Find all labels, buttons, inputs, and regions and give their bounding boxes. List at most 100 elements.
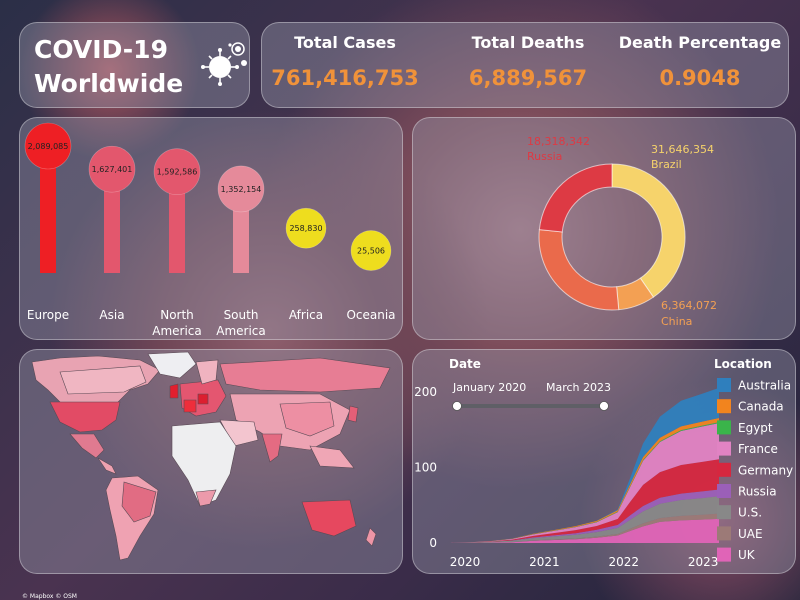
kpi-value: 6,889,567: [468, 66, 588, 90]
title-line-1: COVID-19: [34, 35, 168, 64]
slice-name-label: Russia: [527, 150, 562, 163]
slice-name-label: Brazil: [651, 158, 682, 171]
legend-item-label[interactable]: UAE: [738, 527, 763, 541]
legend-item-label[interactable]: France: [738, 442, 778, 456]
title-panel: COVID-19 Worldwide: [19, 22, 250, 108]
continent-bar-chart: 2,089,085 Europe 1,627,401 Asia 1,592,586 Nor…: [24, 122, 396, 338]
x-tick-label: 2021: [529, 555, 560, 569]
data-label: 1,592,586: [157, 168, 198, 177]
legend-item-label[interactable]: Canada: [738, 400, 784, 414]
map-region-south-africa: [195, 489, 217, 507]
area-series-canada[interactable]: [449, 418, 719, 543]
slice-value-label: 18,318,342: [527, 135, 590, 148]
category-label: Asia: [99, 308, 124, 322]
legend-swatch[interactable]: [717, 547, 731, 562]
dashboard-title: COVID-19 Worldwide: [34, 33, 183, 101]
bar-head-north-america[interactable]: [153, 148, 201, 195]
map-region-russia: [219, 357, 391, 393]
area-series-uae[interactable]: [449, 513, 719, 543]
bar-head-europe[interactable]: [24, 122, 72, 170]
kpi-label: Total Deaths: [471, 33, 585, 52]
stacked-area-panel: Date January 2020 March 2023 Location 0 1…: [412, 349, 796, 574]
map-region-scandinavia: [195, 359, 219, 385]
map-region-japan: [347, 405, 359, 423]
legend-swatch[interactable]: [717, 526, 731, 541]
legend-swatch[interactable]: [717, 420, 731, 435]
bar-stem-europe[interactable]: [40, 146, 56, 273]
map-region-germany: [197, 393, 209, 405]
legend-swatch[interactable]: [717, 484, 731, 498]
kpi-panel: Total Cases 761,416,753 Total Deaths 6,8…: [261, 22, 789, 108]
area-series-france[interactable]: [449, 423, 719, 543]
map-region-uk: [169, 383, 179, 399]
map-region-greenland: [147, 351, 197, 379]
x-tick-label: 2023: [688, 555, 719, 569]
slice-value-label: 6,364,072: [661, 299, 717, 312]
slice-name-label: China: [661, 315, 692, 328]
area-series-australia[interactable]: [449, 387, 719, 543]
map-region-southeast-asia: [309, 445, 355, 469]
category-label: Europe: [27, 308, 69, 322]
y-tick-label: 100: [414, 461, 437, 475]
title-line-2: Worldwide: [34, 69, 184, 98]
data-label: 258,830: [289, 224, 322, 233]
bar-head-oceania[interactable]: [350, 230, 392, 271]
legend-item-label[interactable]: U.S.: [738, 506, 762, 520]
date-slider-start-handle[interactable]: [452, 401, 462, 411]
legend-swatch[interactable]: [717, 505, 731, 520]
x-tick-label: 2022: [608, 555, 639, 569]
legend-title: Location: [714, 357, 772, 371]
category-label: America: [152, 324, 202, 338]
legend-item-label[interactable]: Australia: [738, 379, 791, 393]
map-region-china: [279, 401, 335, 437]
data-label: 2,089,085: [28, 142, 69, 151]
world-map-panel[interactable]: [19, 349, 403, 574]
area-series-russia[interactable]: [449, 489, 719, 543]
country-donut-chart: 31,646,354 Brazil 6,364,072 China 18,318,342…: [527, 135, 717, 328]
world-map[interactable]: [20, 350, 404, 575]
date-filter-end: March 2023: [546, 381, 611, 394]
bar-head-africa[interactable]: [285, 207, 327, 249]
date-slider-track[interactable]: [457, 404, 605, 408]
legend-swatch[interactable]: [717, 378, 731, 392]
y-tick-label: 0: [429, 536, 437, 550]
bar-head-asia[interactable]: [88, 145, 136, 193]
map-region-brazil: [121, 481, 157, 523]
area-series-germany[interactable]: [449, 459, 719, 543]
map-region-new-zealand: [365, 527, 377, 547]
map-region-australia: [301, 499, 357, 537]
data-label: 1,352,154: [221, 185, 262, 194]
y-tick-label: 200: [414, 385, 437, 399]
legend-item-label[interactable]: UK: [738, 548, 756, 562]
donut-slice-russia[interactable]: [538, 163, 613, 233]
bar-stem-north-america[interactable]: [169, 171, 185, 273]
date-slider-end-handle[interactable]: [599, 401, 609, 411]
legend-swatch[interactable]: [717, 441, 731, 456]
date-filter-start: January 2020: [452, 381, 526, 394]
legend-item-label[interactable]: Russia: [738, 485, 777, 499]
map-region-canada: [59, 365, 147, 395]
map-region-usa: [49, 401, 121, 433]
category-label: South: [224, 308, 259, 322]
data-label: 1,627,401: [92, 165, 133, 174]
kpi-total-cases: Total Cases 761,416,753: [260, 33, 430, 90]
area-series-us[interactable]: [449, 496, 719, 543]
legend-swatch[interactable]: [717, 399, 731, 414]
donut-slice-brazil[interactable]: [611, 163, 686, 298]
legend-item-label[interactable]: Germany: [738, 463, 793, 477]
legend-item-label[interactable]: Egypt: [738, 421, 773, 435]
area-series-uk[interactable]: [449, 518, 719, 543]
category-label: Africa: [289, 308, 323, 322]
map-attribution: © Mapbox © OSM: [22, 593, 77, 600]
country-donut-panel: 31,646,354 Brazil 6,364,072 China 18,318,342…: [412, 117, 796, 340]
bar-head-south-america[interactable]: [217, 165, 265, 213]
kpi-label: Death Percentage: [618, 33, 782, 52]
data-label: 25,506: [357, 247, 385, 256]
kpi-death-percentage: Death Percentage 0.9048: [615, 33, 785, 90]
virus-icon: [201, 42, 247, 86]
donut-slice[interactable]: [538, 229, 620, 311]
map-region-africa: [171, 421, 237, 507]
kpi-value: 0.9048: [659, 66, 741, 90]
legend-swatch[interactable]: [717, 462, 731, 477]
bar-stem-asia[interactable]: [104, 169, 120, 273]
